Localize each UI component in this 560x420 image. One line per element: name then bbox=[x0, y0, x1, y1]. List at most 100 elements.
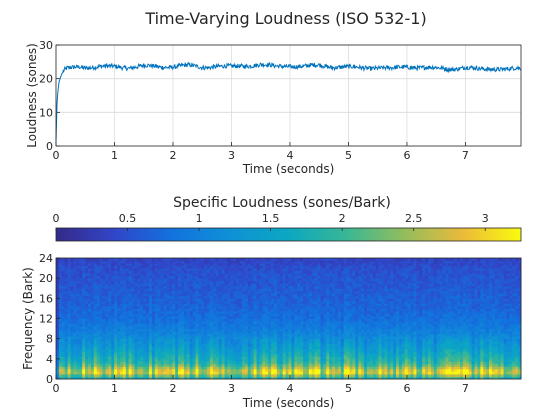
heatmap-cell bbox=[407, 305, 411, 309]
heatmap-cell bbox=[305, 303, 310, 307]
heatmap-cell bbox=[285, 373, 289, 377]
heatmap-cell bbox=[288, 315, 292, 319]
heatmap-cell bbox=[459, 303, 464, 307]
heatmap-cell bbox=[271, 361, 275, 365]
heatmap-cell bbox=[210, 323, 214, 327]
colorbar-tick-label: 2.5 bbox=[405, 212, 423, 225]
heatmap-cell bbox=[175, 368, 179, 372]
heatmap-cell bbox=[297, 348, 301, 352]
heatmap-cell bbox=[448, 300, 452, 304]
heatmap-cell bbox=[500, 315, 504, 319]
heatmap-cell bbox=[253, 315, 257, 319]
heatmap-cell bbox=[271, 356, 275, 360]
heatmap-cell bbox=[82, 356, 86, 360]
heatmap-cell bbox=[204, 368, 208, 372]
heatmap-cell bbox=[256, 305, 260, 309]
heatmap-cell bbox=[215, 361, 220, 365]
heatmap-cells bbox=[56, 258, 522, 380]
heatmap-cell bbox=[134, 353, 138, 357]
heatmap-cell bbox=[413, 353, 417, 357]
heatmap-cell bbox=[494, 338, 499, 342]
heatmap-cell bbox=[369, 323, 374, 327]
heatmap-cell bbox=[210, 348, 214, 352]
heatmap-cell bbox=[355, 338, 359, 342]
heatmap-cell bbox=[273, 323, 278, 327]
heatmap-cell bbox=[503, 376, 507, 380]
heatmap-cell bbox=[355, 305, 359, 309]
heatmap-cell bbox=[70, 323, 74, 327]
heatmap-cell bbox=[58, 361, 63, 365]
heatmap-cell bbox=[160, 333, 164, 337]
heatmap-cell bbox=[474, 321, 478, 324]
heatmap-cell bbox=[201, 353, 205, 357]
heatmap-cell bbox=[329, 341, 333, 345]
heatmap-cell bbox=[236, 313, 240, 317]
heatmap-cell bbox=[503, 346, 507, 350]
heatmap-cell bbox=[512, 305, 516, 309]
heatmap-cell bbox=[410, 300, 414, 304]
heatmap-cell bbox=[189, 361, 193, 365]
heatmap-cell bbox=[230, 321, 234, 324]
heatmap-cell bbox=[236, 358, 240, 362]
heatmap-cell bbox=[239, 315, 243, 319]
heatmap-cell bbox=[398, 323, 403, 327]
heatmap-cell bbox=[192, 321, 196, 324]
heatmap-cell bbox=[183, 343, 188, 347]
heatmap-cell bbox=[445, 373, 449, 377]
heatmap-cell bbox=[195, 308, 199, 312]
heatmap-cell bbox=[489, 333, 493, 337]
heatmap-cell bbox=[413, 305, 417, 309]
heatmap-cell bbox=[300, 313, 304, 317]
heatmap-cell bbox=[151, 328, 156, 332]
heatmap-cell bbox=[410, 305, 414, 309]
heatmap-cell bbox=[326, 363, 330, 367]
heatmap-cell bbox=[512, 361, 516, 365]
heatmap-cell bbox=[169, 336, 173, 340]
heatmap-cell bbox=[67, 303, 71, 307]
heatmap-cell bbox=[425, 323, 429, 327]
heatmap-cell bbox=[297, 300, 301, 304]
heatmap-cell bbox=[285, 326, 289, 329]
heatmap-cell bbox=[486, 326, 490, 329]
heatmap-cell bbox=[233, 300, 237, 304]
heatmap-cell bbox=[419, 358, 423, 362]
heatmap-cell bbox=[474, 308, 478, 312]
heatmap-cell bbox=[489, 351, 493, 355]
heatmap-cell bbox=[288, 318, 292, 322]
heatmap-cell bbox=[178, 343, 182, 347]
heatmap-cell bbox=[82, 313, 86, 317]
heatmap-cell bbox=[404, 346, 409, 350]
heatmap-cell bbox=[425, 376, 429, 380]
heatmap-cell bbox=[358, 353, 362, 357]
heatmap-cell bbox=[430, 305, 435, 309]
heatmap-cell bbox=[335, 326, 339, 329]
heatmap-cell bbox=[384, 346, 388, 350]
heatmap-cell bbox=[108, 326, 112, 329]
heatmap-cell bbox=[207, 315, 211, 319]
heatmap-cell bbox=[308, 368, 313, 372]
heatmap-cell bbox=[56, 326, 60, 329]
heatmap-cell bbox=[143, 305, 147, 309]
colorbar-tick-label: 0 bbox=[53, 212, 60, 225]
heatmap-cell bbox=[201, 373, 205, 377]
heatmap-cell bbox=[70, 308, 74, 312]
heatmap-cell bbox=[166, 348, 170, 352]
heatmap-cell bbox=[425, 310, 429, 314]
heatmap-cell bbox=[474, 356, 478, 360]
heatmap-cell bbox=[468, 303, 472, 307]
heatmap-cell bbox=[335, 371, 339, 375]
heatmap-cell bbox=[105, 351, 109, 355]
heatmap-cell bbox=[195, 331, 199, 335]
heatmap-cell bbox=[509, 341, 513, 345]
heatmap-cell bbox=[343, 351, 348, 355]
heatmap-cell bbox=[404, 315, 409, 319]
heatmap-cell bbox=[282, 321, 286, 324]
heatmap-cell bbox=[512, 348, 516, 352]
heatmap-cell bbox=[186, 348, 191, 352]
heatmap-cell bbox=[448, 361, 452, 365]
heatmap-cell bbox=[320, 318, 324, 322]
heatmap-cell bbox=[195, 361, 199, 365]
heatmap-cell bbox=[311, 326, 316, 329]
heatmap-cell bbox=[58, 303, 63, 307]
heatmap-cell bbox=[134, 308, 138, 312]
